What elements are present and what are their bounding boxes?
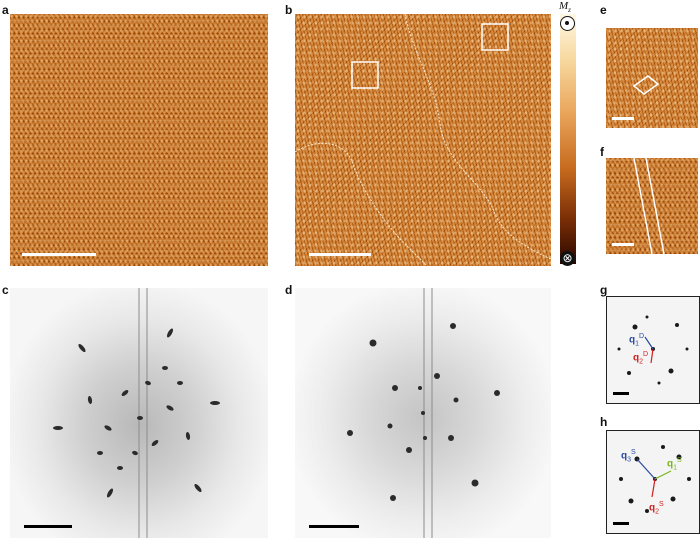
reciprocal-panel-g: q1D q2D	[606, 296, 700, 404]
q1-label-h: q1S	[667, 457, 682, 472]
q3-arrow	[636, 458, 656, 480]
fft-image-c	[10, 288, 268, 538]
scale-bar-c	[24, 525, 72, 528]
reciprocal-spots	[617, 315, 689, 385]
unit-cell-overlay	[632, 75, 660, 95]
scale-bar-a	[22, 253, 96, 256]
panel-label-c: c	[2, 283, 9, 297]
panel-label-f: f	[600, 145, 604, 159]
diffraction-spots	[53, 328, 220, 498]
out-of-plane-down-icon: ⊗	[560, 251, 575, 266]
panel-label-h: h	[600, 415, 608, 429]
stripe-overlay	[633, 158, 665, 254]
fft-artifact-line	[146, 288, 148, 538]
fft-image-d	[295, 288, 551, 538]
q2-label-g: q2D	[633, 351, 649, 366]
unit-cell-rhombus	[632, 75, 660, 95]
panel-label-a: a	[2, 3, 9, 17]
scale-bar-e	[612, 117, 634, 120]
scale-bar-h	[613, 522, 629, 525]
diffraction-spots	[347, 323, 500, 501]
scale-bar-d	[309, 525, 359, 528]
panel-label-d: d	[285, 283, 293, 297]
domain-boundary-line	[404, 14, 551, 260]
stm-zoom-e	[606, 28, 698, 128]
fft-artifact-line	[138, 288, 140, 538]
out-of-plane-up-icon	[560, 16, 575, 31]
stm-image-b	[295, 14, 551, 266]
q2-label-h: q2S	[649, 501, 664, 516]
stripe-guide-line	[633, 158, 653, 254]
q1-arrow	[644, 336, 654, 350]
fft-spots-c	[53, 328, 220, 498]
colorbar-title: Mz	[559, 0, 571, 15]
domain-boundary-line	[295, 142, 428, 266]
scale-bar-g	[613, 392, 629, 395]
stm-zoom-f	[606, 158, 698, 254]
q1-label-g: q1D	[629, 333, 645, 348]
domain-boundaries	[295, 14, 551, 266]
panel-label-g: g	[600, 283, 608, 297]
scale-bar-f	[612, 243, 634, 246]
panel-label-e: e	[600, 3, 607, 17]
q2-arrow	[650, 348, 654, 364]
colorbar	[560, 14, 576, 264]
zoom-box	[351, 61, 379, 89]
stripe-guide-line	[645, 158, 665, 254]
q2-arrow	[651, 478, 656, 498]
q3-label-h: q3S	[621, 449, 636, 464]
panel-label-b: b	[285, 3, 293, 17]
reciprocal-panel-h: q3S q1S q2S	[606, 430, 700, 534]
reciprocal-vectors-g	[617, 315, 689, 385]
reciprocal-vectors-h	[619, 445, 691, 513]
scale-bar-b	[309, 253, 371, 256]
stm-image-a	[10, 14, 268, 266]
fft-spots-d	[347, 323, 500, 501]
fft-artifact-line	[431, 288, 433, 538]
zoom-box	[481, 23, 509, 51]
q1-arrow	[654, 470, 672, 480]
